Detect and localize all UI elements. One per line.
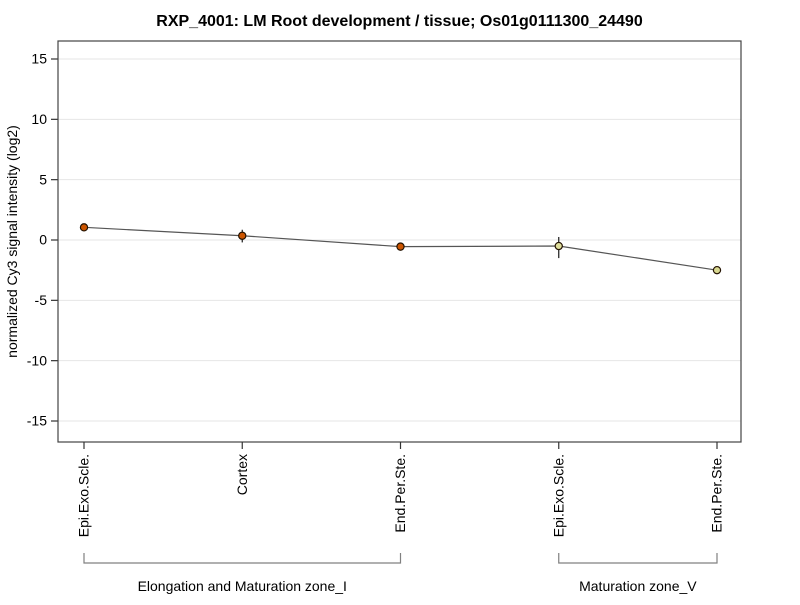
group-brackets-layer: Elongation and Maturation zone_I Maturati… — [83, 553, 718, 594]
y-tick-label: 5 — [39, 171, 47, 187]
x-tick-label: End.Per.Ste. — [709, 454, 725, 533]
data-point — [396, 242, 405, 251]
data-point — [554, 241, 563, 251]
x-tick-label: End.Per.Ste. — [392, 454, 408, 533]
y-tick-label: -15 — [27, 413, 47, 429]
data-point — [79, 223, 89, 232]
gridlines-layer — [58, 58, 741, 422]
group-label: Maturation zone_V — [579, 578, 697, 594]
y-tick-label: 0 — [39, 232, 47, 248]
y-tick-label: -10 — [27, 352, 47, 368]
x-tick-label: Cortex — [234, 454, 250, 495]
y-tick-label: -5 — [35, 292, 48, 308]
x-tick-label: Epi.Exo.Scle. — [550, 454, 566, 537]
y-tick-label: 15 — [31, 51, 47, 67]
y-tick-label: 10 — [31, 111, 47, 127]
plot-box-border — [57, 40, 742, 443]
y-axis-layer: 15 10 5 0 -5 -10 -15 — [27, 51, 58, 429]
y-axis-label: normalized Cy3 signal intensity (log2) — [4, 125, 20, 358]
group-bracket — [83, 553, 402, 564]
chart-title: RXP_4001: LM Root development / tissue; … — [156, 13, 643, 30]
group-bracket — [558, 553, 718, 564]
data-series-layer — [79, 223, 722, 275]
data-point — [712, 265, 722, 275]
group-label: Elongation and Maturation zone_I — [138, 578, 347, 594]
x-tick-label: Epi.Exo.Scle. — [76, 454, 92, 537]
x-axis-layer: Epi.Exo.Scle. Cortex End.Per.Ste. Epi.Exo.S… — [76, 442, 725, 537]
data-point — [238, 231, 247, 240]
